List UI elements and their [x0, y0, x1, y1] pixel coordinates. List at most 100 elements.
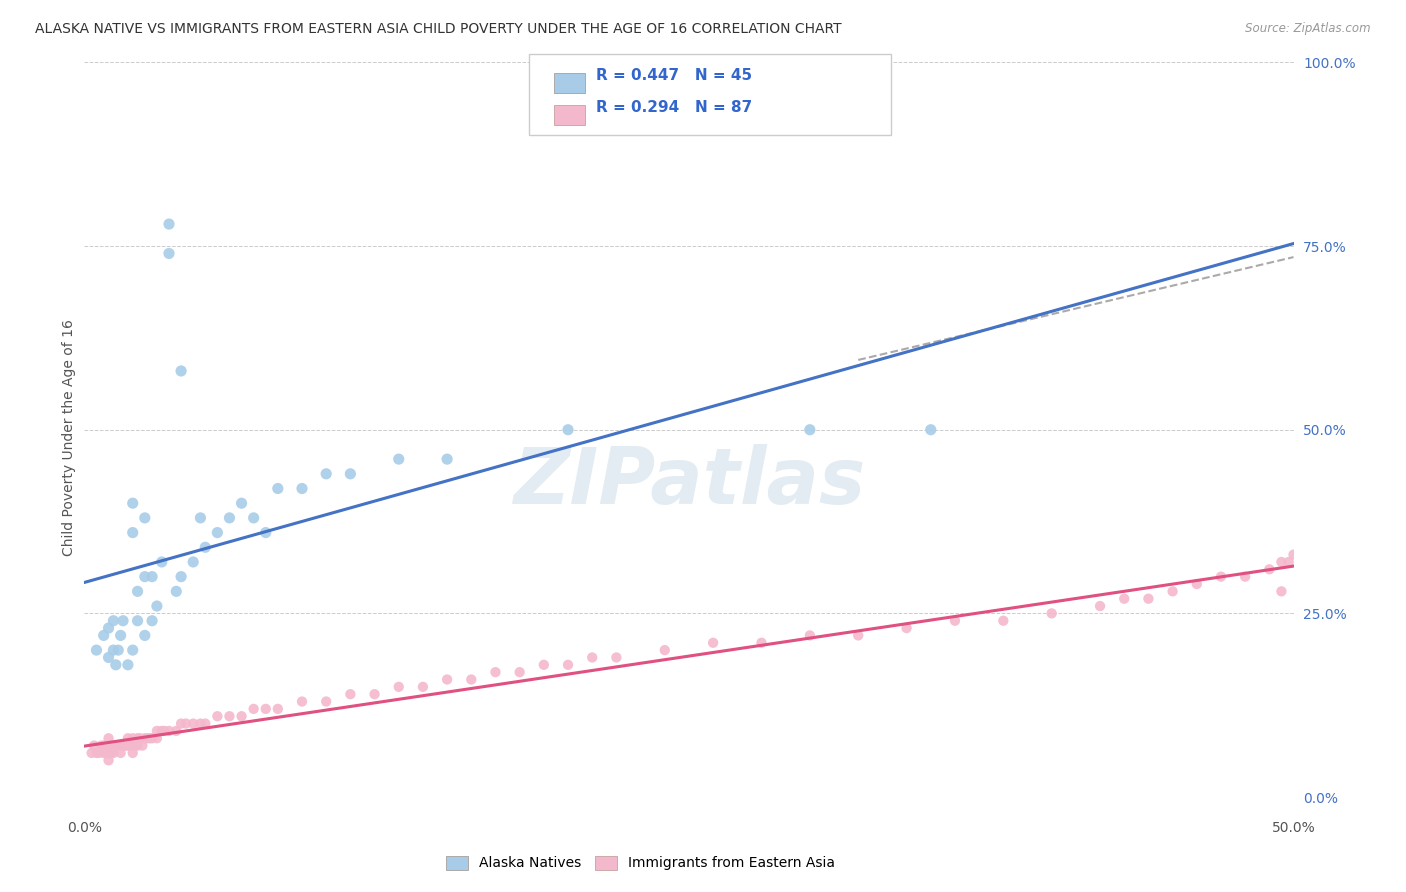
Point [150, 723, 173, 738]
Text: R = 0.294   N = 87: R = 0.294 N = 87 [596, 101, 752, 115]
Y-axis label: Child Poverty Under the Age of 16: Child Poverty Under the Age of 16 [62, 318, 76, 556]
Point [557, 657, 579, 672]
Point [654, 643, 676, 657]
Point [896, 621, 918, 635]
Point [1088, 599, 1111, 613]
Point [460, 673, 482, 687]
Point [104, 657, 127, 672]
Point [117, 739, 139, 753]
Point [107, 739, 129, 753]
Point [181, 555, 204, 569]
Point [412, 680, 434, 694]
Point [97, 731, 120, 746]
Point [207, 709, 229, 723]
Text: Source: ZipAtlas.com: Source: ZipAtlas.com [1246, 22, 1371, 36]
Point [157, 217, 180, 231]
Point [267, 482, 290, 496]
Point [110, 628, 132, 642]
Point [114, 739, 136, 753]
Point [231, 496, 253, 510]
Point [533, 657, 555, 672]
Point [1278, 555, 1301, 569]
Point [97, 739, 120, 753]
Point [194, 716, 217, 731]
Point [339, 687, 361, 701]
Point [104, 739, 127, 753]
Point [83, 739, 105, 753]
Point [170, 716, 193, 731]
Point [799, 628, 821, 642]
Point [1270, 555, 1292, 569]
Point [112, 614, 135, 628]
Point [117, 657, 139, 672]
Point [121, 525, 143, 540]
Point [93, 739, 115, 753]
Point [174, 716, 197, 731]
Text: ZIPatlas: ZIPatlas [513, 444, 865, 520]
Point [103, 614, 125, 628]
Point [87, 746, 110, 760]
Point [581, 650, 603, 665]
Point [1209, 569, 1232, 583]
Point [146, 599, 169, 613]
Point [436, 452, 458, 467]
Point [254, 702, 277, 716]
Text: ALASKA NATIVE VS IMMIGRANTS FROM EASTERN ASIA CHILD POVERTY UNDER THE AGE OF 16 : ALASKA NATIVE VS IMMIGRANTS FROM EASTERN… [35, 22, 842, 37]
Point [120, 739, 142, 753]
Point [1258, 562, 1281, 576]
Point [110, 739, 132, 753]
Point [150, 555, 173, 569]
Point [121, 746, 143, 760]
Text: R = 0.447   N = 45: R = 0.447 N = 45 [596, 69, 752, 83]
Point [1185, 577, 1208, 591]
Point [124, 739, 146, 753]
Point [315, 467, 337, 481]
Point [165, 584, 187, 599]
Point [242, 511, 264, 525]
Point [846, 628, 869, 642]
Point [1282, 548, 1305, 562]
Point [141, 569, 163, 583]
Point [110, 746, 132, 760]
Point [129, 731, 152, 746]
Point [134, 731, 156, 746]
Point [131, 739, 153, 753]
Point [157, 723, 180, 738]
Point [799, 423, 821, 437]
Point [90, 739, 112, 753]
Point [218, 709, 240, 723]
Point [157, 246, 180, 260]
Point [97, 746, 120, 760]
Point [1137, 591, 1160, 606]
Point [436, 673, 458, 687]
Point [190, 511, 212, 525]
Point [134, 511, 156, 525]
Point [93, 746, 115, 760]
Point [207, 525, 229, 540]
Point [190, 716, 212, 731]
Point [315, 694, 337, 708]
Point [605, 650, 627, 665]
Point [103, 739, 125, 753]
Point [103, 746, 125, 760]
Point [127, 739, 149, 753]
Point [80, 746, 103, 760]
Point [751, 636, 773, 650]
Point [1040, 607, 1063, 621]
Point [943, 614, 966, 628]
Point [267, 702, 290, 716]
Point [146, 723, 169, 738]
Point [93, 628, 115, 642]
Point [218, 511, 240, 525]
Point [509, 665, 531, 680]
Point [153, 723, 176, 738]
Point [1114, 591, 1136, 606]
Point [107, 643, 129, 657]
Point [231, 709, 253, 723]
Point [254, 525, 277, 540]
Point [920, 423, 942, 437]
Point [127, 584, 149, 599]
Point [127, 731, 149, 746]
Point [194, 541, 217, 555]
Point [181, 716, 204, 731]
